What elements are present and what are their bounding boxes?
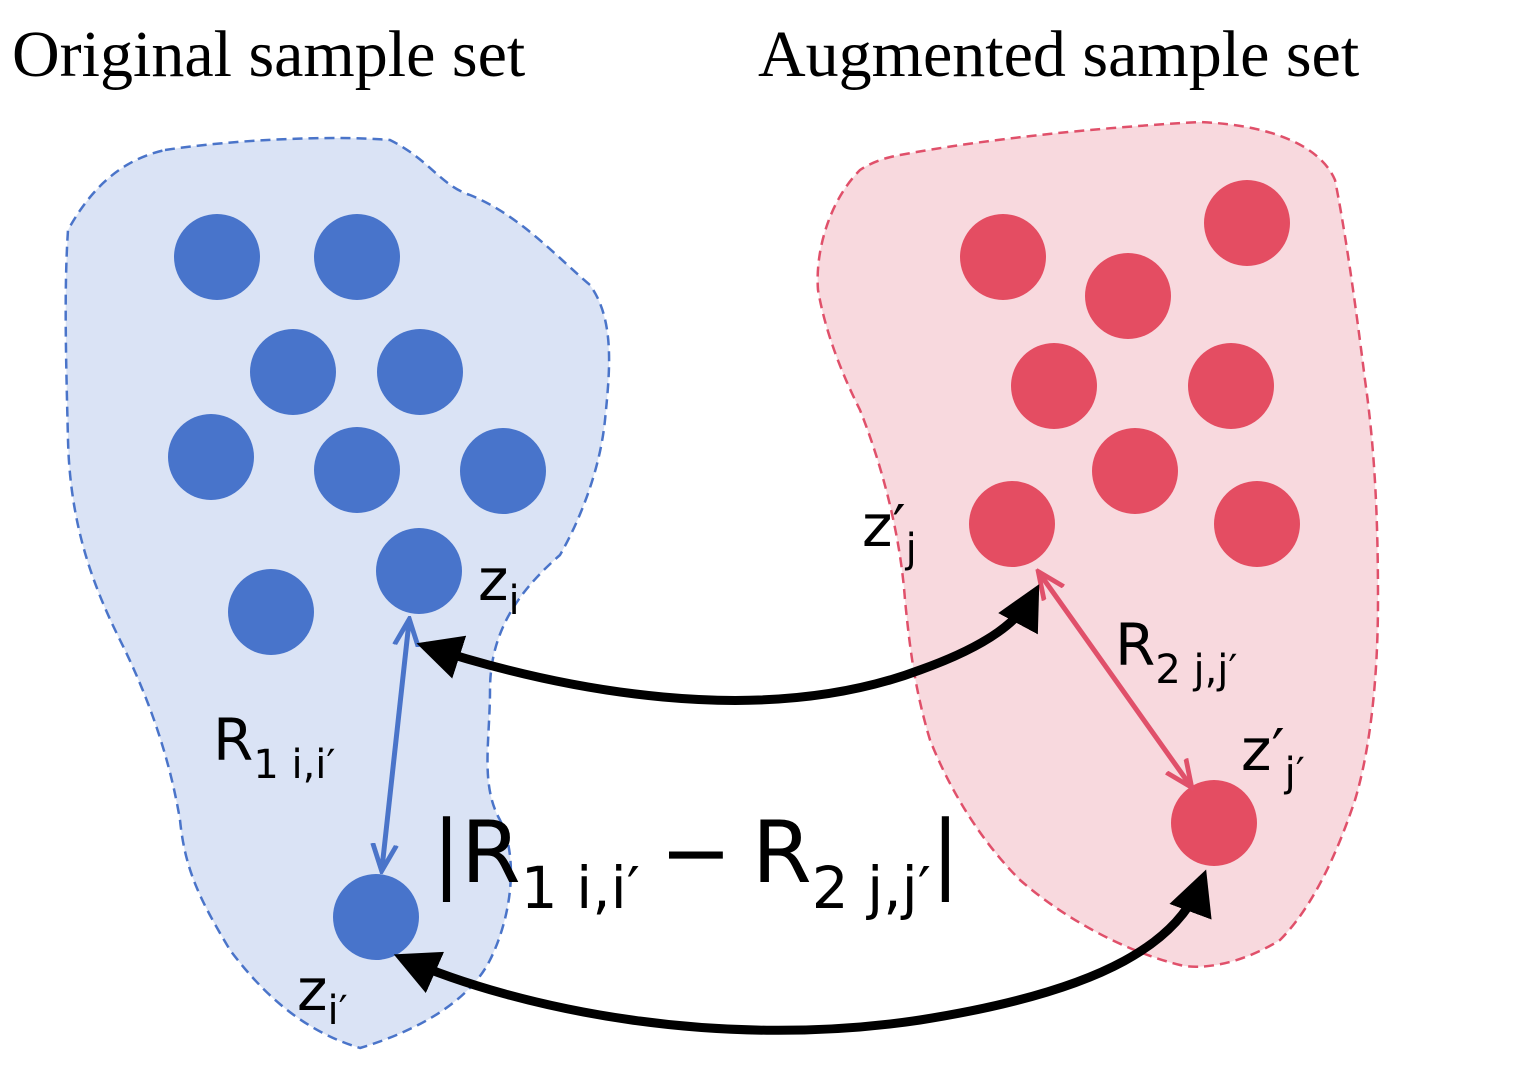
r2-distance-arrow <box>1040 574 1190 785</box>
augmented-sample-dot <box>960 214 1046 300</box>
original-sample-dot <box>314 214 400 300</box>
augmented-sample-dot <box>1214 481 1300 567</box>
label-distance-difference: |R1 i,i′ − R2 j,j′| <box>432 803 960 922</box>
augmented-sample-dot <box>1188 343 1274 429</box>
sample-zj-prime-dot <box>969 481 1055 567</box>
label-r1: R1 i,i′ <box>213 706 336 788</box>
sample-zjp-prime-dot <box>1171 780 1257 866</box>
original-sample-dot <box>174 214 260 300</box>
augmented-sample-dot <box>1011 343 1097 429</box>
zi-zj-correspondence-arrow <box>416 584 1040 705</box>
original-samples <box>168 214 546 960</box>
augmented-sample-dot <box>1204 180 1290 266</box>
original-sample-dot <box>250 329 336 415</box>
label-zjp-prime: z′j′ <box>1241 716 1305 796</box>
original-sample-dot <box>377 329 463 415</box>
augmented-set-region <box>816 120 1380 968</box>
original-sample-dot <box>168 414 254 500</box>
sample-zi-prime-dot <box>333 874 419 960</box>
augmented-samples <box>960 180 1300 866</box>
r1-distance-arrow <box>382 622 409 868</box>
original-sample-dot <box>314 427 400 513</box>
sample-zi-dot <box>376 528 462 614</box>
ziprime-zjprime-correspondence-arrow <box>393 869 1212 1035</box>
label-zi: zi <box>478 546 520 624</box>
augmented-set-title: Augmented sample set <box>758 18 1359 91</box>
label-r2: R2 j,j′ <box>1115 611 1238 693</box>
original-set-title: Original sample set <box>12 18 525 91</box>
augmented-sample-dot <box>1085 253 1171 339</box>
label-zi-prime: zi′ <box>297 956 348 1034</box>
original-sample-dot <box>460 428 546 514</box>
original-sample-dot <box>228 569 314 655</box>
augmented-sample-dot <box>1092 428 1178 514</box>
label-zj-prime: z′j <box>862 492 917 572</box>
